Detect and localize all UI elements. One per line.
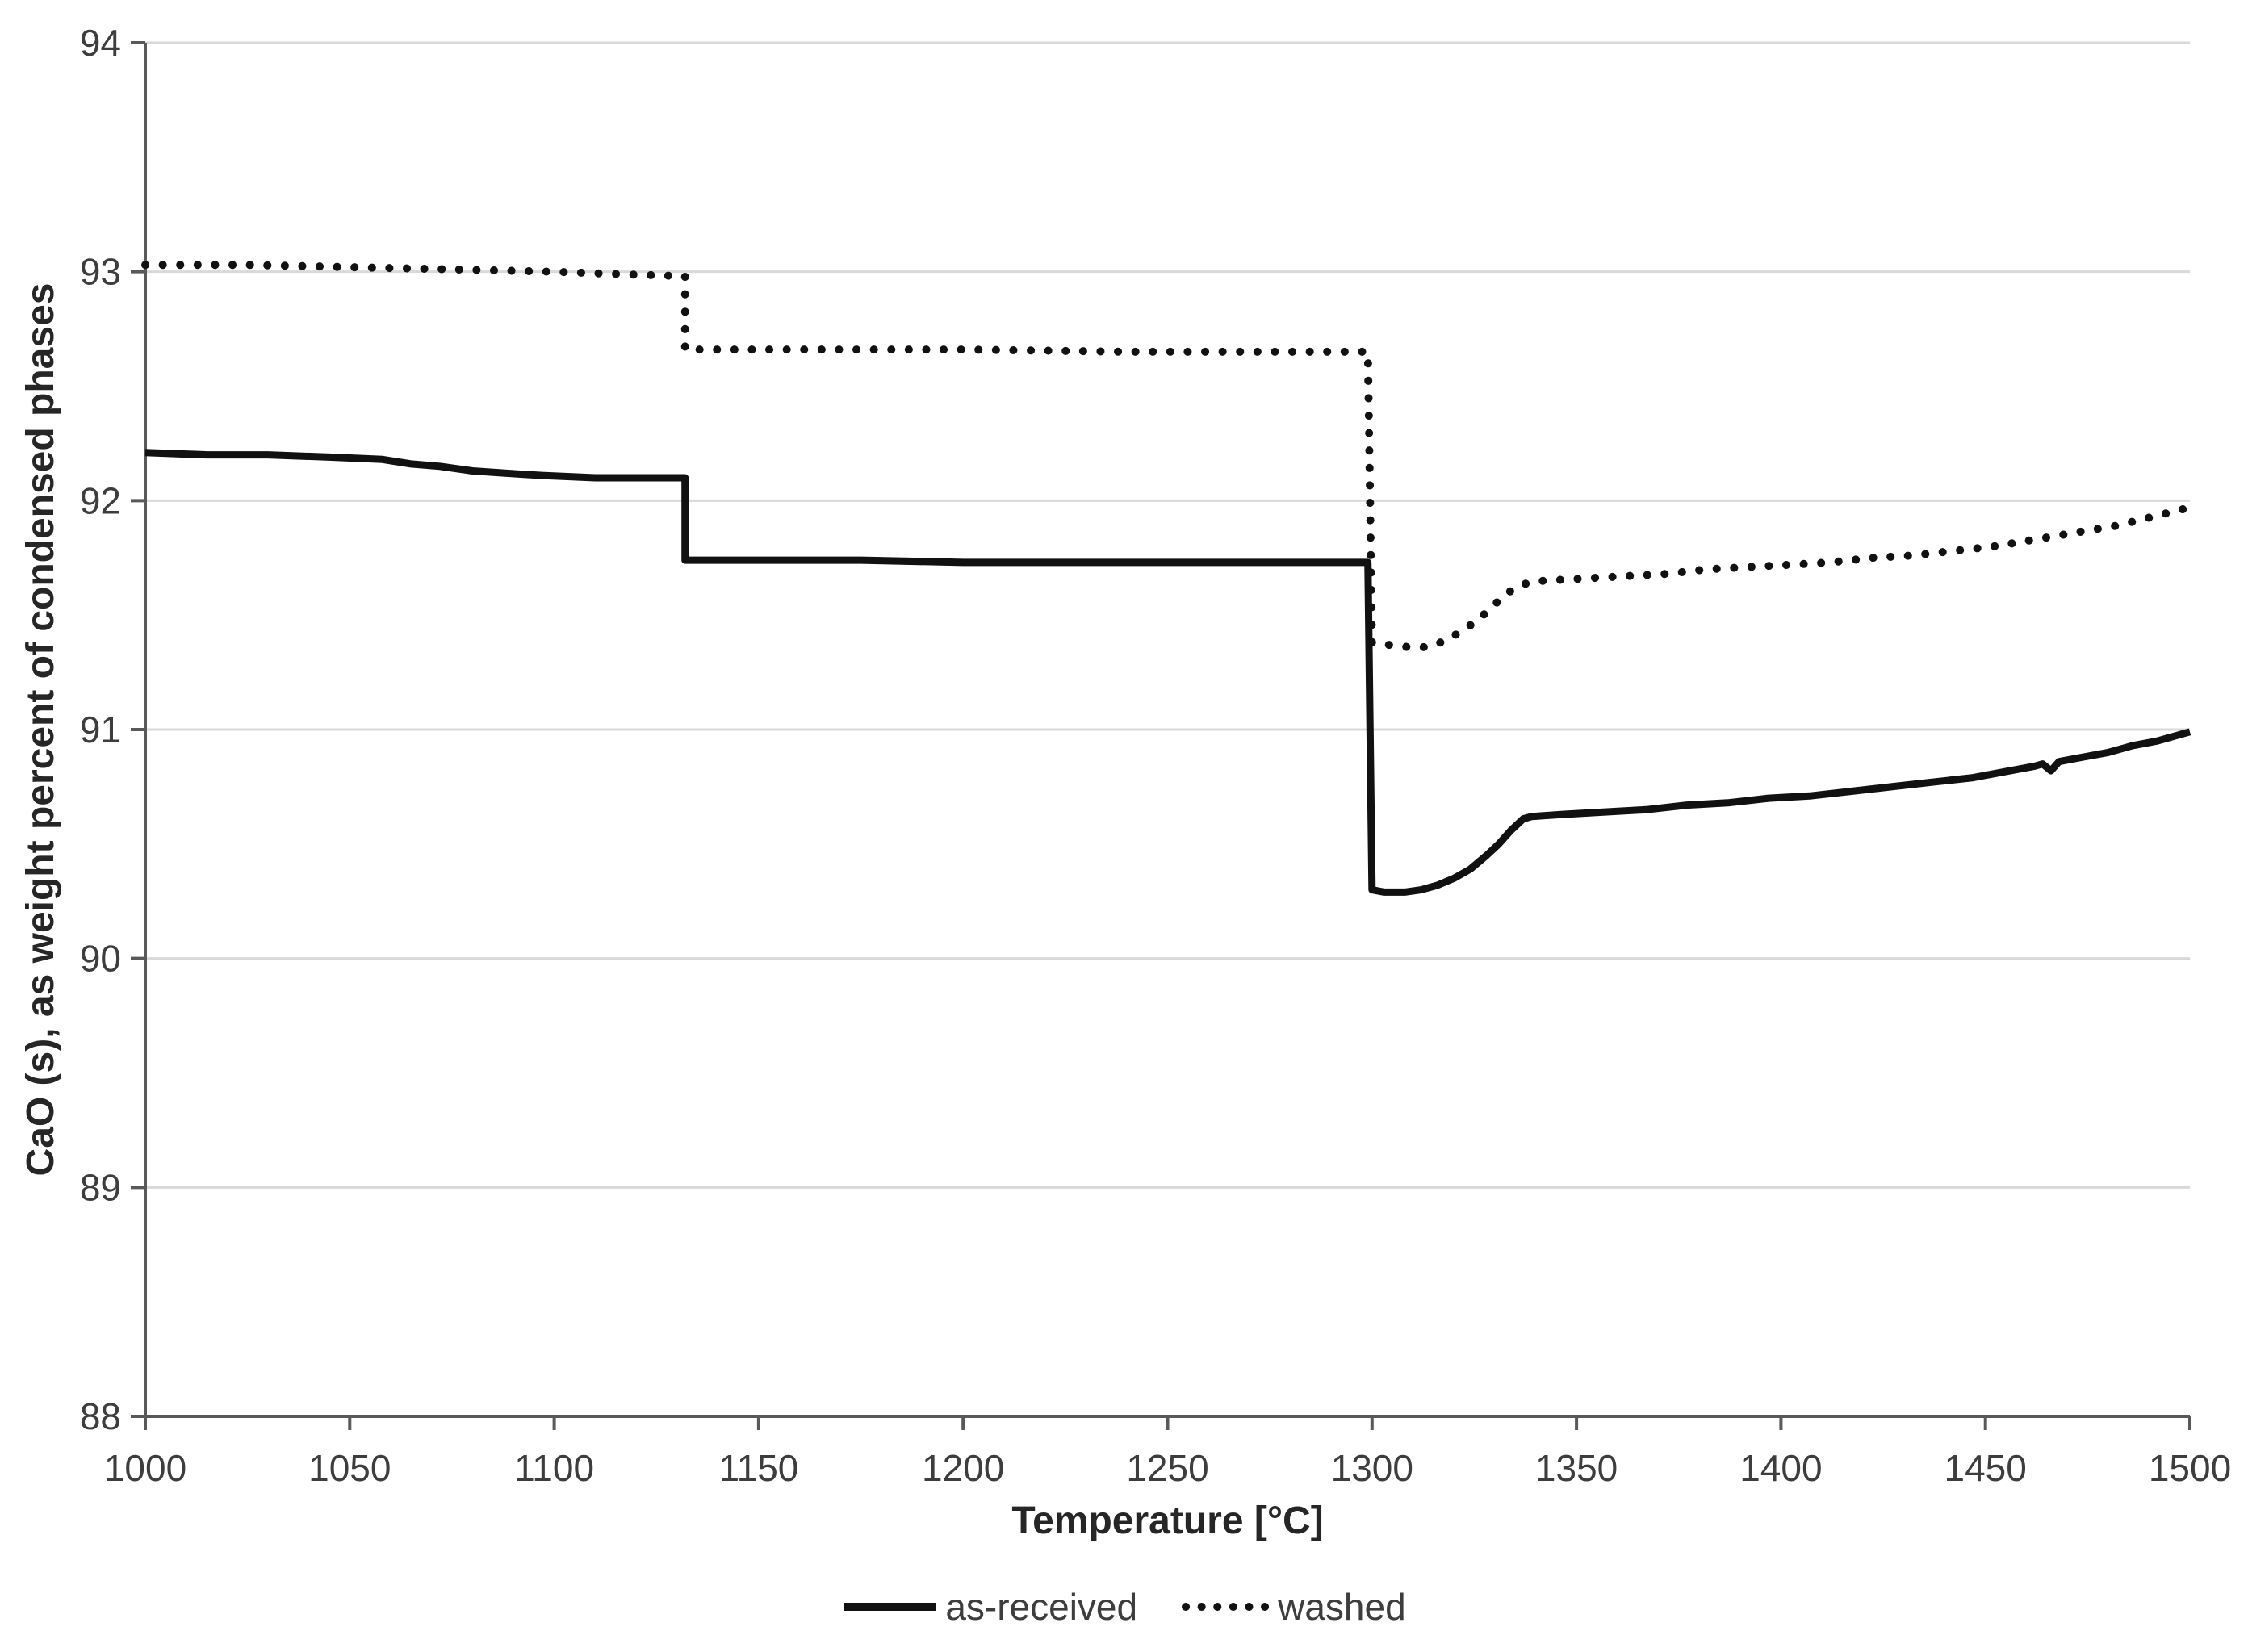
y-tick-label: 94: [80, 22, 121, 64]
legend-item-as-received: as-received: [842, 1588, 1137, 1625]
y-tick-label: 89: [80, 1166, 121, 1208]
y-tick-label: 91: [80, 709, 121, 751]
series-group: [141, 261, 2194, 896]
legend-item-washed: washed: [1181, 1588, 1406, 1625]
y-tick-label: 93: [80, 251, 121, 293]
x-tick-label: 1100: [514, 1447, 594, 1489]
series-line-washed: [141, 261, 2194, 651]
x-tick-label: 1200: [922, 1447, 1004, 1489]
dotted-line-swatch-icon: [1182, 1603, 1271, 1611]
x-tick-label: 1250: [1126, 1447, 1208, 1489]
y-tick-label: 92: [80, 479, 121, 521]
x-tick-label: 1050: [308, 1447, 391, 1489]
legend: as-received washed: [0, 1588, 2248, 1625]
solid-line-swatch-icon: [844, 1603, 936, 1611]
series-line-as-received: [144, 449, 2191, 896]
y-tick-label: 90: [80, 938, 121, 980]
x-tick-label: 1400: [1739, 1447, 1822, 1489]
y-tick-label: 88: [80, 1395, 121, 1437]
x-tick-label: 1150: [718, 1447, 798, 1489]
legend-label: washed: [1278, 1586, 1406, 1628]
legend-label: as-received: [945, 1586, 1138, 1628]
gridlines: [145, 41, 2190, 1189]
x-tick-label: 1300: [1331, 1447, 1413, 1489]
x-tick-label: 1000: [104, 1447, 186, 1489]
tick-labels: 88 89 90 91 92 93 94 1000 1050 1100 1150 1200 1250 13…: [80, 22, 2231, 1489]
tick-marks: [131, 41, 2191, 1430]
x-tick-label: 1500: [2149, 1447, 2231, 1489]
y-axis-title: CaO (s), as weight percent of condensed …: [19, 283, 62, 1177]
x-tick-label: 1450: [1944, 1447, 2027, 1489]
x-tick-label: 1350: [1535, 1447, 1618, 1489]
x-axis-title: Temperature [°C]: [1011, 1499, 1323, 1542]
